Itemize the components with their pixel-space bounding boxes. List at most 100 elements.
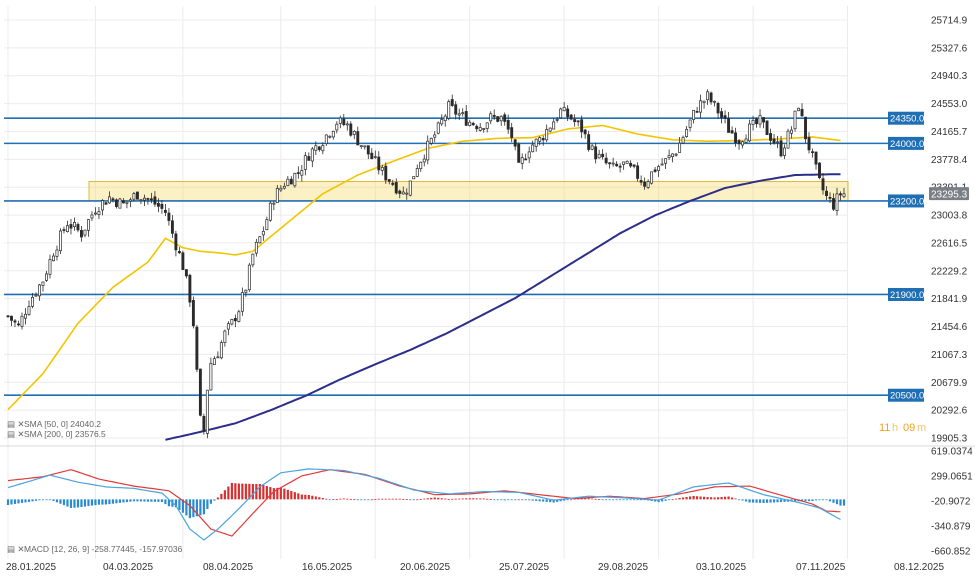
candle-body [471,122,475,126]
macd-hist-bar [111,499,115,504]
macd-hist-bar [153,499,157,502]
macd-hist-bar [619,499,622,501]
candle-body [76,224,80,231]
candle-body [52,255,55,262]
candle-body [646,181,650,188]
candle-body [282,185,286,189]
candle-body [793,110,797,130]
macd-hist-bar [835,499,839,505]
candle-body [706,91,710,101]
macd-hist-bar [293,492,296,500]
candle-body [205,389,209,434]
macd-hist-bar [493,499,496,501]
candle-body [331,130,335,138]
candle-body [198,368,202,416]
candle-body [45,273,48,281]
macd-hist-bar [437,497,440,500]
price-tick-label: 25714.9 [931,16,968,27]
macd-hist-bar [297,493,300,500]
candle-body [363,145,367,148]
candle-body [842,193,846,197]
macd-hist-bar [216,497,219,500]
macd-hist-bar [223,490,226,500]
macd-hist-bar [542,499,545,502]
macd-hist-bar [87,499,90,507]
candle-body [401,191,405,195]
date-tick-label: 08.12.2025 [894,562,944,573]
macd-hist-bar [605,499,608,501]
macd-hist-bar [24,499,27,503]
candle-body [685,128,689,137]
price-tick-label: 21454.6 [931,322,968,333]
current-price-label: 23295.3 [931,190,968,201]
macd-hist-bar [468,498,471,500]
candle-body [510,127,514,138]
macd-tick-label: 619.0374 [931,447,973,458]
macd-hist-bar [227,486,230,500]
macd-hist-bar [272,488,275,500]
macd-hist-bar [814,499,818,501]
macd-hist-bar [681,497,685,500]
macd-hist-bar [384,498,387,500]
price-tick-label: 20679.9 [931,378,968,389]
macd-hist-bar [97,499,101,505]
candle-body [741,141,745,146]
candle-body [601,153,605,158]
candle-body [289,178,293,185]
macd-hist-bar [538,499,541,502]
macd-hist-bar [34,499,38,501]
macd-hist-bar [108,499,111,505]
candle-body [310,148,314,162]
macd-hist-bar [402,498,405,500]
macd-hist-bar [678,497,681,500]
candle-body [156,202,160,207]
candle-body [352,131,356,135]
macd-hist-bar [160,499,164,502]
macd-hist-bar [720,496,723,500]
macd-hist-bar [779,499,783,503]
candle-body [811,151,814,153]
candle-body [489,113,493,122]
macd-hist-bar [304,494,307,500]
candle-body [727,118,731,133]
macd-hist-bar [818,499,821,501]
candle-body [506,120,510,130]
date-tick-label: 28.01.2025 [6,562,56,573]
candle-body [233,318,237,322]
candle-body [776,141,779,144]
candle-body [349,123,353,136]
macd-hist-bar [202,499,205,515]
macd-hist-bar [307,494,310,500]
macd-hist-bar [118,499,122,503]
candle-body [307,156,311,161]
candle-body [779,140,783,157]
candle-body [188,274,192,303]
price-axis: 25714.9 25327.6 24940.3 24553.0 24165.7 23778… [929,16,973,558]
macd-hist-bar [580,498,583,500]
macd-hist-bar [174,499,177,508]
candle-body [223,330,227,343]
macd-hist-bar [125,499,129,503]
macd-hist-bar [381,498,384,500]
candle-body [821,178,825,191]
candle-body [34,294,38,297]
candle-body [219,342,223,359]
candle-body [244,289,248,293]
macd-hist-bar [104,499,108,505]
candle-body [212,358,216,365]
candle-body [93,212,97,215]
candle-body [825,190,828,197]
macd-hist-bar [615,499,618,501]
candle-body [608,162,612,165]
macd-hist-bar [640,499,643,501]
level-label: 24350.0 [890,114,924,125]
candle-body [373,156,377,158]
candle-body [814,151,818,165]
candle-body [555,118,559,121]
price-tick-label: 24553.0 [931,99,968,110]
macd-hist-bar [10,499,13,505]
macd-hist-bar [395,498,398,500]
macd-hist-bar [793,499,797,502]
macd-hist-bar [377,498,380,500]
macd-hist-bar [685,496,688,500]
